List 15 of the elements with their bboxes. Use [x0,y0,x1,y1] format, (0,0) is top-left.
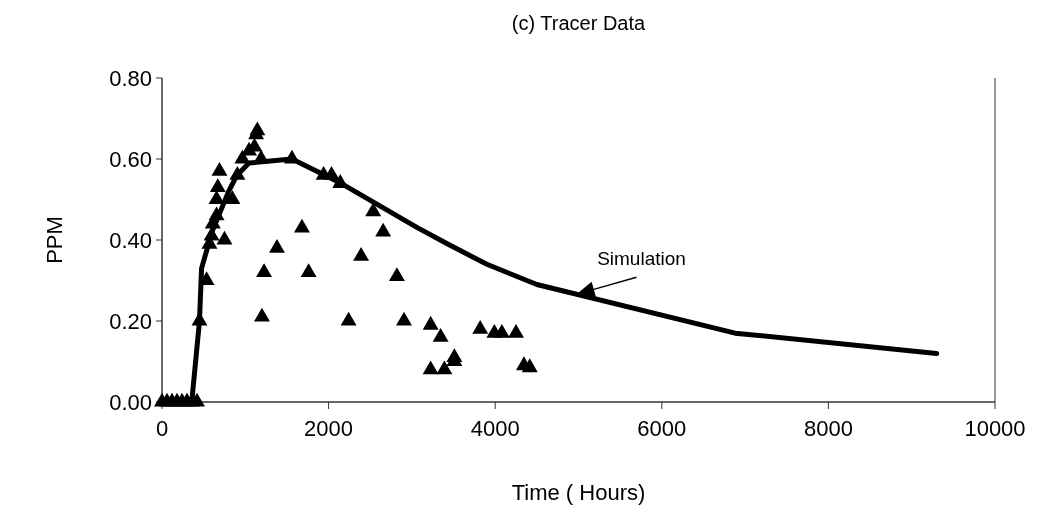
y-tick-label: 0.20 [109,308,152,334]
chart-title: (c) Tracer Data [511,12,647,34]
y-tick-label: 0.80 [109,65,152,91]
y-tick-label: 0.40 [109,227,152,253]
x-tick-label: 6000 [637,416,687,441]
x-tick-label: 4000 [470,416,520,441]
x-axis-title: Time ( Hours) [511,480,646,505]
y-tick-label: 0.60 [109,146,152,172]
x-tick-label: 2000 [304,416,354,441]
x-tick-label: 8000 [803,416,853,441]
x-tick-label: 10000 [964,416,1026,441]
x-tick-label: 0 [155,416,169,441]
y-axis-title: PPM [42,216,67,264]
y-tick-label: 0.00 [109,389,152,415]
series-label: Simulation [597,248,686,270]
